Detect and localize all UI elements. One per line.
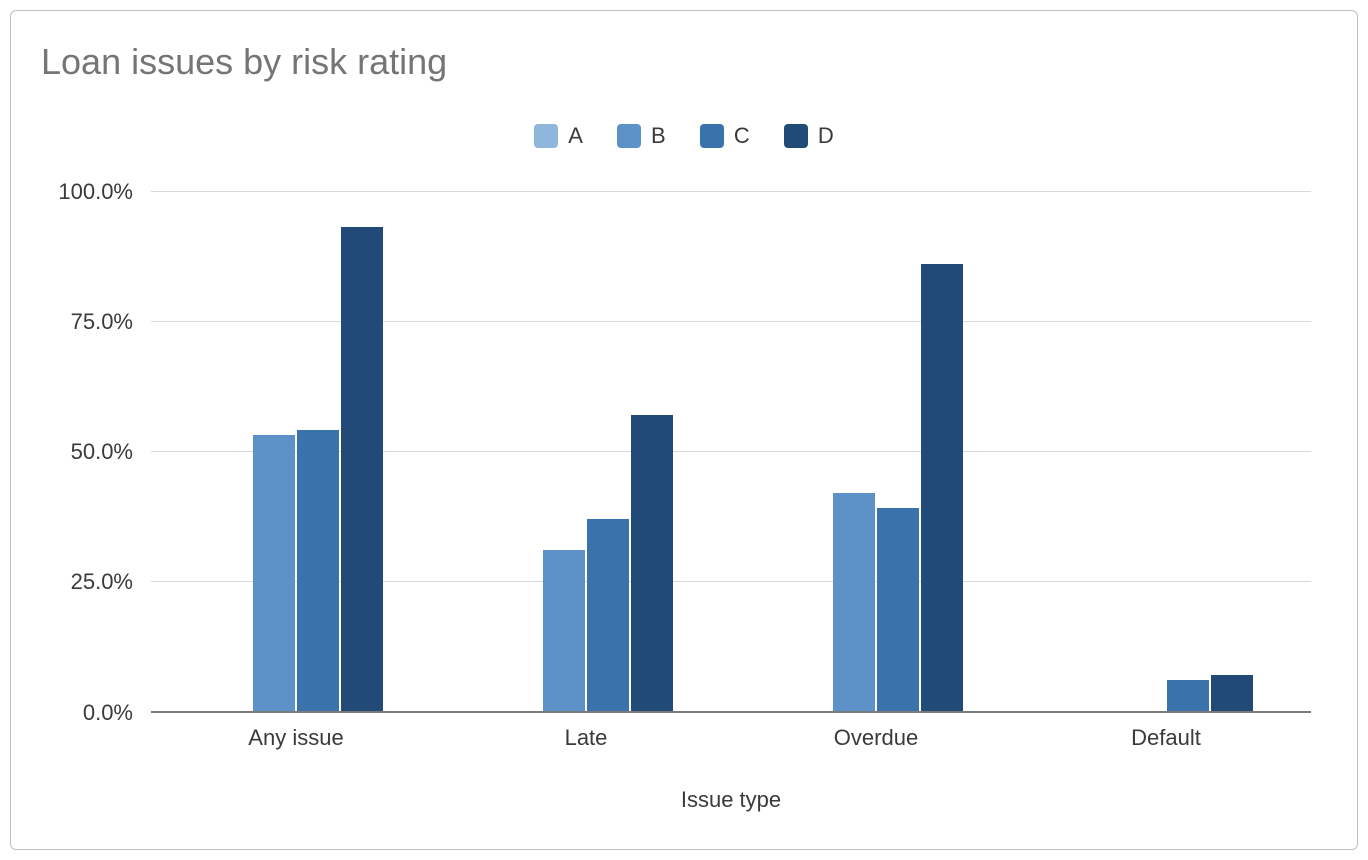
xaxis-title: Issue type (681, 787, 781, 813)
bar-late-B (543, 550, 585, 711)
ytick-label-50: 50.0% (71, 439, 133, 465)
bar-any-issue-D (341, 227, 383, 711)
bar-overdue-B (833, 493, 875, 711)
ytick-label-0: 0.0% (83, 700, 133, 726)
legend-label-A: A (568, 123, 583, 149)
bar-any-issue-B (253, 435, 295, 711)
xtick-label-any-issue: Any issue (248, 725, 343, 751)
legend-item-D: D (784, 123, 834, 149)
legend-swatch-A (534, 124, 558, 148)
bar-default-D (1211, 675, 1253, 711)
legend-label-D: D (818, 123, 834, 149)
xtick-label-overdue: Overdue (834, 725, 918, 751)
gridline-75: 75.0% (151, 321, 1311, 322)
bar-overdue-C (877, 508, 919, 711)
bar-overdue-D (921, 264, 963, 711)
xtick-label-late: Late (565, 725, 608, 751)
bar-late-D (631, 415, 673, 711)
plot-area: 100.0% 75.0% 50.0% 25.0% 0.0% An (151, 191, 1311, 711)
legend-swatch-D (784, 124, 808, 148)
legend-label-C: C (734, 123, 750, 149)
ytick-label-100: 100.0% (58, 179, 133, 205)
ytick-label-25: 25.0% (71, 569, 133, 595)
gridline-0: 0.0% (151, 711, 1311, 713)
legend-item-B: B (617, 123, 666, 149)
legend-item-A: A (534, 123, 583, 149)
bar-default-C (1167, 680, 1209, 711)
legend-swatch-B (617, 124, 641, 148)
legend-swatch-C (700, 124, 724, 148)
legend-item-C: C (700, 123, 750, 149)
xtick-label-default: Default (1131, 725, 1201, 751)
chart-frame: Loan issues by risk rating A B C D 100.0… (10, 10, 1358, 850)
gridline-100: 100.0% (151, 191, 1311, 192)
bar-any-issue-C (297, 430, 339, 711)
legend-label-B: B (651, 123, 666, 149)
legend: A B C D (11, 123, 1357, 154)
chart-title: Loan issues by risk rating (41, 41, 447, 83)
ytick-label-75: 75.0% (71, 309, 133, 335)
bar-late-C (587, 519, 629, 711)
